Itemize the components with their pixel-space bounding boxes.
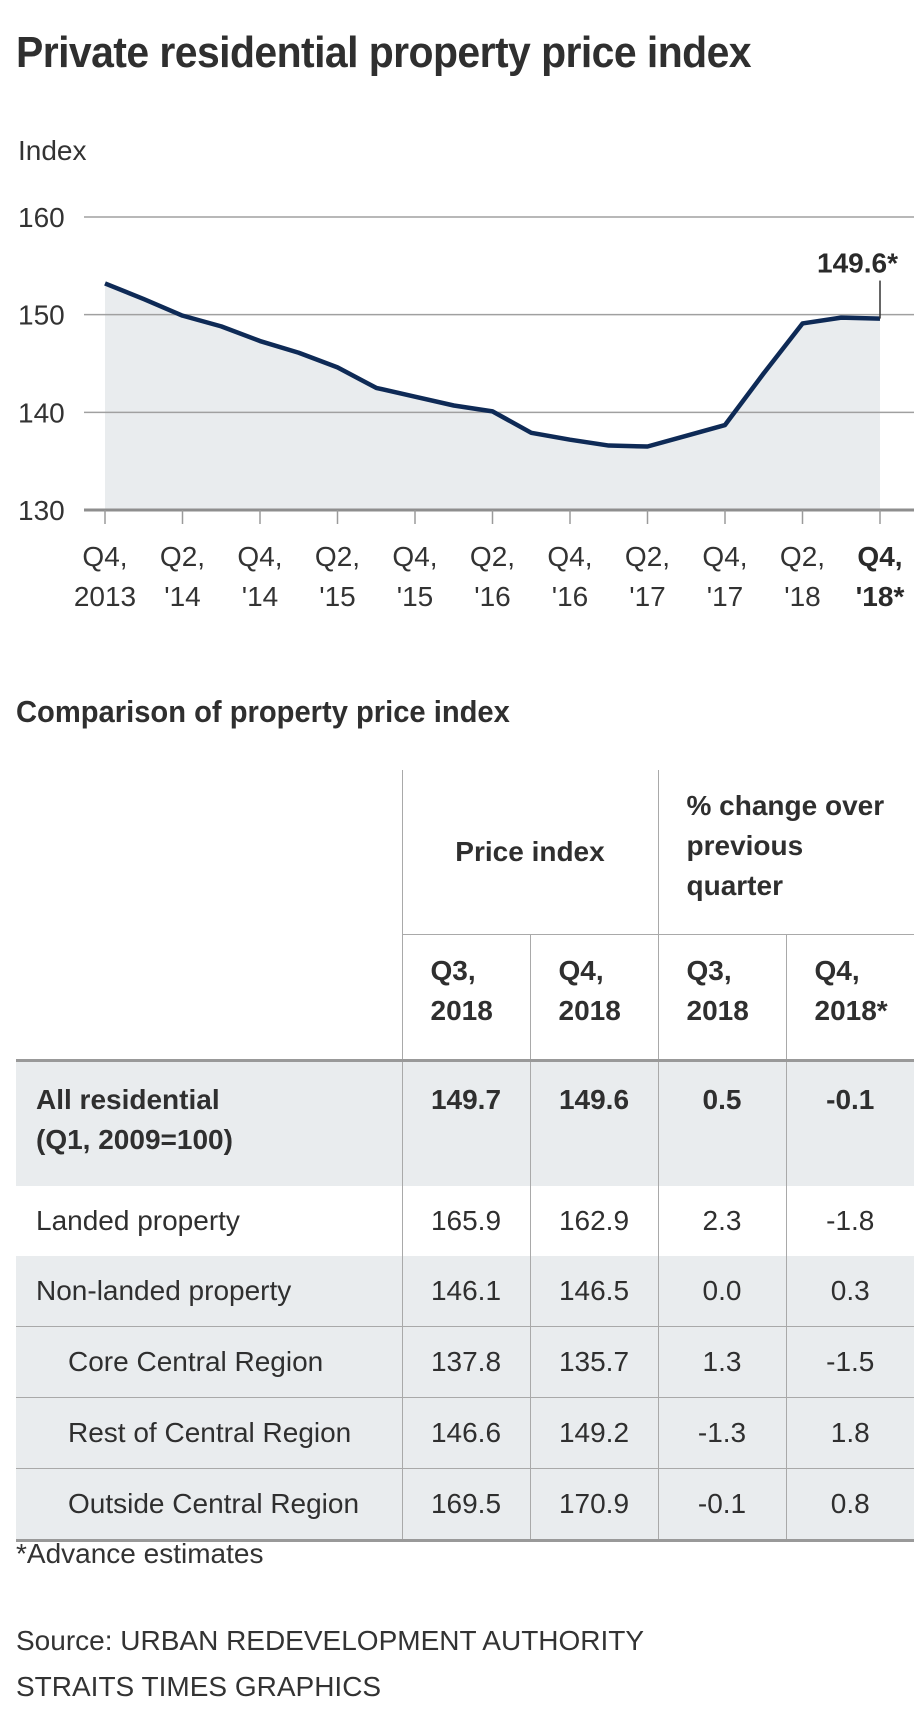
- subheader-line2: 2018: [558, 995, 621, 1026]
- table-title: Comparison of property price index: [16, 694, 510, 729]
- x-tick-label: '18*: [856, 581, 905, 610]
- x-tick-label: '14: [164, 581, 201, 610]
- cell-value: 149.2: [529, 1397, 658, 1469]
- annotation-label: 149.6*: [817, 248, 898, 279]
- row-label: Rest of Central Region: [16, 1397, 402, 1469]
- x-tick-label: Q2,: [470, 541, 515, 572]
- row-label: Non-landed property: [16, 1256, 402, 1327]
- x-tick-label: Q4,: [857, 541, 902, 572]
- cell-value: -1.3: [657, 1397, 786, 1469]
- area-fill: [105, 283, 880, 510]
- subheader-chg-q4: Q4, 2018*: [785, 934, 914, 1061]
- x-tick-label: '17: [629, 581, 666, 610]
- y-tick-label: 130: [18, 495, 65, 526]
- x-tick-label: Q4,: [82, 541, 127, 572]
- subheader-line2: 2018: [430, 995, 493, 1026]
- subheader-chg-q3: Q3, 2018: [657, 934, 786, 1061]
- cell-value: -0.1: [657, 1468, 786, 1542]
- x-tick-label: Q4,: [702, 541, 747, 572]
- comparison-table: Price index % change over previous quart…: [16, 770, 914, 1542]
- cell-value: -1.5: [785, 1326, 914, 1398]
- credit-line: STRAITS TIMES GRAPHICS: [16, 1671, 382, 1702]
- x-tick-label: '16: [474, 581, 511, 610]
- cell-value: 165.9: [401, 1186, 530, 1256]
- y-tick-label: 160: [18, 202, 65, 233]
- cell-value: 0.3: [785, 1256, 914, 1327]
- header-price-index: Price index: [401, 770, 658, 935]
- row-label: All residential (Q1, 2009=100): [16, 1059, 402, 1186]
- subheader-pi-q3: Q3, 2018: [401, 934, 530, 1061]
- x-tick-label: Q2,: [160, 541, 205, 572]
- subheader-line1: Q3,: [686, 955, 732, 986]
- source-line: Source: URBAN REDEVELOPMENT AUTHORITY: [16, 1625, 645, 1656]
- x-tick-label: Q4,: [547, 541, 592, 572]
- row-label: Core Central Region: [16, 1326, 402, 1398]
- y-axis-title: Index: [18, 135, 87, 166]
- subheader-line1: Q4,: [558, 955, 604, 986]
- series-line: [104, 281, 881, 449]
- cell-value: 149.6: [529, 1059, 658, 1186]
- row-label-line2: (Q1, 2009=100): [36, 1124, 233, 1155]
- table-sub-header-row: Q3, 2018 Q4, 2018 Q3, 2018 Q4, 2018*: [16, 934, 914, 1061]
- header-blank: [16, 935, 402, 1061]
- x-tick-label: 2013: [74, 581, 136, 610]
- table-group-header-row: Price index % change over previous quart…: [16, 770, 914, 935]
- header-blank: [16, 770, 402, 935]
- cell-value: 146.1: [401, 1256, 530, 1327]
- x-tick-label: Q4,: [237, 541, 282, 572]
- cell-value: 2.3: [657, 1186, 786, 1256]
- table-row: Core Central Region 137.8 135.7 1.3 -1.5: [16, 1326, 914, 1398]
- cell-value: 170.9: [529, 1468, 658, 1542]
- cell-value: 0.5: [657, 1059, 786, 1186]
- x-tick-label: Q2,: [780, 541, 825, 572]
- cell-value: 0.0: [657, 1256, 786, 1327]
- subheader-pi-q4: Q4, 2018: [529, 934, 658, 1061]
- cell-value: 1.8: [785, 1397, 914, 1469]
- x-tick-label: '15: [397, 581, 434, 610]
- x-tick-label: Q2,: [625, 541, 670, 572]
- x-tick-label: '17: [707, 581, 744, 610]
- table-row: Non-landed property 146.1 146.5 0.0 0.3: [16, 1256, 914, 1327]
- subheader-line1: Q3,: [430, 955, 476, 986]
- table-row: Outside Central Region 169.5 170.9 -0.1 …: [16, 1468, 914, 1542]
- y-tick-label: 140: [18, 397, 65, 428]
- footnote: *Advance estimates: [16, 1538, 264, 1569]
- subheader-line1: Q4,: [814, 955, 860, 986]
- cell-value: 1.3: [657, 1326, 786, 1398]
- cell-value: -1.8: [785, 1186, 914, 1256]
- cell-value: 0.8: [785, 1468, 914, 1542]
- cell-value: 135.7: [529, 1326, 658, 1398]
- chart-title: Private residential property price index: [16, 28, 752, 77]
- x-tick-label: Q2,: [315, 541, 360, 572]
- table-row: Rest of Central Region 146.6 149.2 -1.3 …: [16, 1397, 914, 1469]
- cell-value: 146.5: [529, 1256, 658, 1327]
- x-tick-label: '14: [242, 581, 279, 610]
- subheader-line2: 2018: [686, 995, 749, 1026]
- subheader-line2: 2018*: [814, 995, 888, 1026]
- cell-value: 137.8: [401, 1326, 530, 1398]
- table-row: Landed property 165.9 162.9 2.3 -1.8: [16, 1186, 914, 1256]
- cell-value: -0.1: [785, 1059, 914, 1186]
- table-row: All residential (Q1, 2009=100) 149.7 149.…: [16, 1059, 914, 1186]
- row-label: Landed property: [36, 1205, 240, 1236]
- source-credit: Source: URBAN REDEVELOPMENT AUTHORITY ST…: [16, 1618, 644, 1710]
- x-tick-label: Q4,: [392, 541, 437, 572]
- header-pct-change: % change over previous quarter: [657, 770, 914, 935]
- y-tick-label: 150: [18, 300, 65, 331]
- cell-value: 162.9: [529, 1186, 658, 1256]
- header-pct-change-text: % change over previous quarter: [686, 790, 885, 901]
- price-index-chart: Index 130 140 150 160 Q4, 2013 Q2, '14 Q4, '14 Q2, '…: [18, 135, 914, 610]
- x-tick-label: '15: [319, 581, 356, 610]
- cell-value: 146.6: [401, 1397, 530, 1469]
- x-tick-label: '18: [784, 581, 821, 610]
- row-label: Outside Central Region: [16, 1468, 402, 1542]
- cell-value: 169.5: [401, 1468, 530, 1542]
- x-tick-label: '16: [552, 581, 589, 610]
- cell-value: 149.7: [401, 1059, 530, 1186]
- row-label-line1: All residential: [36, 1084, 220, 1115]
